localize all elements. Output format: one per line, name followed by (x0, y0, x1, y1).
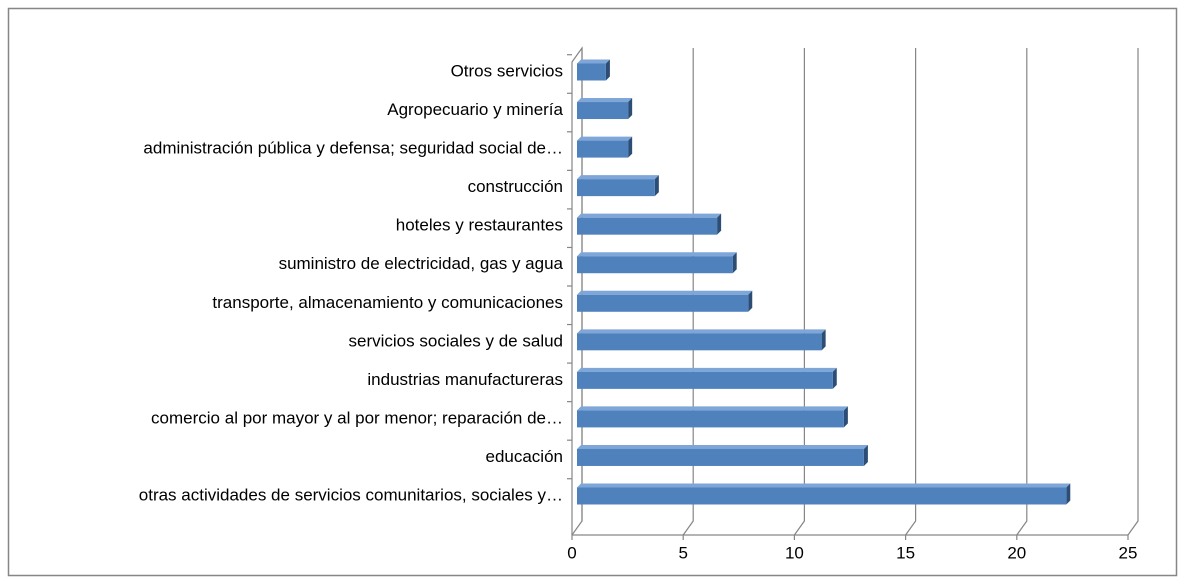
y-tick-label: industrias manufactureras (367, 370, 563, 389)
y-tick-label: educación (485, 447, 563, 466)
y-tick-label: transporte, almacenamiento y comunicacio… (212, 293, 563, 312)
bar-side (654, 175, 659, 197)
bar-top (577, 444, 868, 449)
bar (577, 98, 633, 120)
bar-front (577, 410, 844, 428)
bar-top (577, 406, 848, 411)
bar-top (577, 175, 659, 180)
bar-side (832, 367, 837, 389)
bar-front (577, 294, 749, 312)
grid-line (1016, 48, 1028, 536)
bar (577, 136, 633, 158)
bar-front (577, 179, 655, 197)
bar-side (748, 290, 753, 312)
bar-side (1066, 483, 1071, 505)
x-tick-label: 0 (567, 543, 576, 562)
x-tick-label: 10 (785, 543, 804, 562)
grid-line (571, 48, 583, 536)
bar-front (577, 333, 822, 351)
bar-side (843, 406, 848, 428)
grid-line (905, 48, 917, 536)
bar-front (577, 487, 1067, 505)
bar (577, 483, 1071, 505)
bar-front (577, 448, 864, 466)
bar-side (628, 98, 633, 120)
bar-top (577, 483, 1071, 488)
y-tick-label: administración pública y defensa; seguri… (143, 139, 563, 158)
bar (577, 175, 659, 197)
bar-front (577, 371, 833, 389)
bar (577, 444, 868, 466)
bar-front (577, 256, 733, 274)
bar (577, 406, 848, 428)
bar-top (577, 98, 633, 103)
y-tick-label: suministro de electricidad, gas y agua (279, 254, 564, 273)
bar-front (577, 102, 629, 120)
x-tick-label: 25 (1119, 543, 1138, 562)
bar-top (577, 136, 633, 141)
y-tick-label: otras actividades de servicios comunitar… (139, 485, 563, 504)
y-tick-label: servicios sociales y de salud (349, 331, 563, 350)
y-tick-label: hoteles y restaurantes (396, 216, 563, 235)
bar-top (577, 252, 737, 257)
x-tick-label: 5 (678, 543, 687, 562)
bar-side (717, 213, 722, 235)
grid-line (793, 48, 806, 536)
bar (577, 367, 837, 389)
x-tick-label: 20 (1007, 543, 1026, 562)
y-tick-label: Agropecuario y minería (387, 100, 563, 119)
bar-front (577, 63, 606, 81)
bar (577, 290, 753, 312)
bar-side (628, 136, 633, 158)
y-tick-label: Otros servicios (451, 61, 563, 80)
bar (577, 59, 610, 81)
bar-side (821, 329, 826, 351)
bar-front (577, 140, 629, 158)
grid-line (682, 48, 694, 536)
grid-line (1127, 48, 1139, 536)
bar-side (605, 59, 610, 81)
y-tick-label: comercio al por mayor y al por menor; re… (151, 408, 563, 427)
bar-front (577, 217, 718, 235)
bar-side (732, 252, 737, 274)
bar-top (577, 290, 753, 295)
bar (577, 329, 826, 351)
bar-side (863, 444, 868, 466)
bar-top (577, 59, 610, 64)
y-tick-label: construcción (468, 177, 563, 196)
x-tick-label: 15 (896, 543, 915, 562)
bar (577, 213, 722, 235)
bar (577, 252, 737, 274)
bar-top (577, 329, 826, 334)
bar-top (577, 367, 837, 372)
bar-top (577, 213, 722, 218)
